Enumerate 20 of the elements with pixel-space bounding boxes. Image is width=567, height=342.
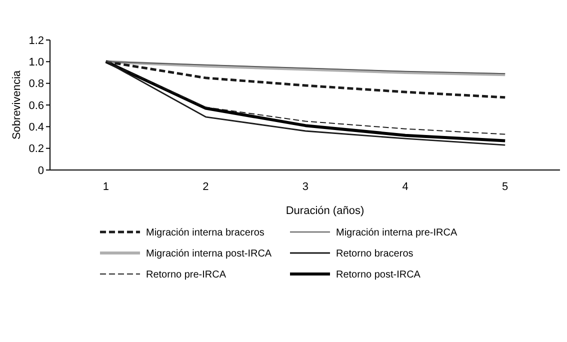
- x-tick-label: 2: [202, 181, 209, 193]
- x-tick-label: 1: [102, 181, 109, 193]
- y-tick-label: 0.6: [28, 100, 44, 112]
- x-axis-title: Duración (años): [286, 205, 364, 217]
- legend-label: Retorno braceros: [336, 248, 414, 260]
- y-tick-label: 0.4: [28, 122, 44, 134]
- legend-label: Retorno pre-IRCA: [146, 270, 226, 280]
- x-tick-label: 4: [402, 181, 408, 193]
- legend-label: Migración interna braceros: [146, 228, 264, 238]
- y-axis-title: Sobrevivencia: [11, 70, 23, 140]
- y-tick-label: 0: [38, 164, 44, 177]
- legend-label: Migración interna post-IRCA: [146, 248, 272, 260]
- x-tick-label: 3: [302, 181, 309, 193]
- y-tick-label: 1.0: [28, 56, 44, 69]
- y-tick-label: 0.8: [28, 78, 44, 90]
- legend-label: Migración interna pre-IRCA: [336, 228, 458, 238]
- y-tick-label: 1.2: [28, 34, 44, 47]
- y-tick-label: 0.2: [28, 143, 44, 156]
- x-tick-label: 5: [502, 181, 508, 193]
- legend-label: Retorno post-IRCA: [336, 270, 421, 280]
